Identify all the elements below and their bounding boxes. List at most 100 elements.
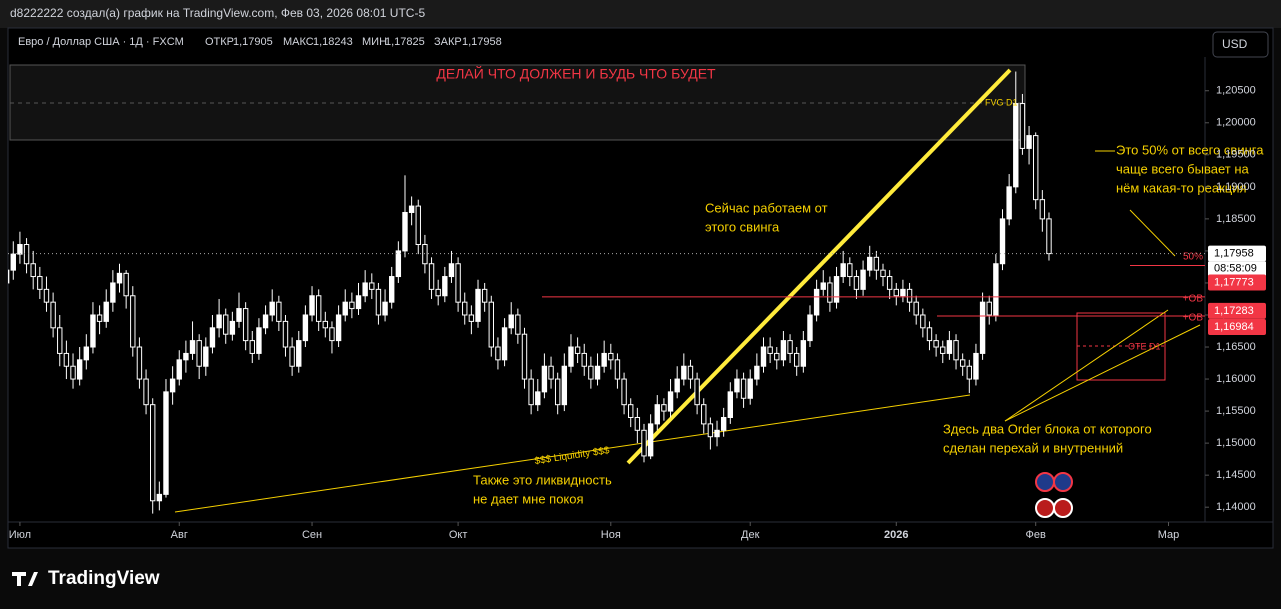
candle-body <box>130 295 136 348</box>
candle-body <box>979 301 986 354</box>
low-value: 1,17825 <box>385 36 425 48</box>
candle-body <box>548 365 554 380</box>
y-tick-label: 1,15500 <box>1216 405 1256 417</box>
us-event[interactable] <box>1053 498 1073 518</box>
legend: Евро / Доллар США · 1Д · FXCM ОТКР 1,179… <box>18 36 502 48</box>
fifty-note: Это 50% от всего свинга <box>1116 142 1264 157</box>
candle-body <box>37 276 43 290</box>
y-tick-label: 1,18500 <box>1216 213 1256 225</box>
open-value: 1,17905 <box>233 36 273 48</box>
candle-body <box>375 288 382 316</box>
candle-body <box>136 346 143 380</box>
ote-tag: OTE D1 <box>1128 341 1161 351</box>
candle-body <box>17 244 23 255</box>
candle-body <box>966 365 973 380</box>
candle-body <box>906 288 913 303</box>
candle-body <box>249 340 255 354</box>
candle-body <box>402 211 408 252</box>
candle-body <box>535 391 541 406</box>
candle-body <box>309 295 315 316</box>
currency-label: USD <box>1222 37 1248 51</box>
candle-body <box>641 429 647 457</box>
y-tick-label: 1,19000 <box>1216 181 1256 193</box>
high-value: 1,18243 <box>313 36 353 48</box>
candle-body <box>986 301 992 316</box>
candle-body <box>362 282 368 297</box>
ob-note: Здесь два Order блока от которого <box>943 421 1152 436</box>
candle-body <box>667 391 674 412</box>
candle-body <box>647 423 654 457</box>
candle-body <box>315 295 322 322</box>
candle-body <box>123 272 129 297</box>
candle-body <box>169 378 176 393</box>
candle-body <box>628 404 634 418</box>
candle-body <box>262 314 269 329</box>
x-tick-label: Окт <box>449 529 468 541</box>
candle-body <box>8 269 10 284</box>
candle-body <box>594 365 601 380</box>
currency-button[interactable] <box>1212 31 1269 58</box>
y-tick-label: 1,16500 <box>1216 341 1256 353</box>
candle-body <box>634 416 641 431</box>
candle-body <box>96 314 103 322</box>
eu-event[interactable] <box>1035 472 1055 492</box>
x-tick-label: Мар <box>1158 529 1180 541</box>
candle-body <box>322 320 329 329</box>
candle-body <box>920 314 926 329</box>
candle-body <box>57 327 63 354</box>
fifty-tag: 50% <box>1183 252 1203 263</box>
candle-body <box>143 378 149 406</box>
candle-body <box>720 416 727 431</box>
price-label-box <box>1208 245 1266 262</box>
candle-body <box>707 423 714 438</box>
event-icons <box>1035 472 1073 518</box>
x-tick-label: Фев <box>1026 529 1046 541</box>
candle-body <box>242 308 249 342</box>
swing-note: этого свинга <box>705 219 780 234</box>
open-label: ОТКР <box>205 36 234 48</box>
candle-body <box>149 404 156 502</box>
candle-body <box>833 276 840 303</box>
price-label: 1,17958 <box>1214 248 1254 260</box>
candle-body <box>740 378 747 399</box>
candle-body <box>561 365 568 406</box>
symbol: Евро / Доллар США · 1Д · FXCM <box>18 36 184 48</box>
candle-body <box>110 282 116 303</box>
candle-body <box>216 314 222 329</box>
candle-body <box>176 359 182 380</box>
candle-body <box>50 301 56 329</box>
candle-body <box>116 272 123 284</box>
candle-body <box>455 263 461 303</box>
x-tick-label: 2026 <box>884 529 908 541</box>
candle-body <box>654 404 660 425</box>
candle-body <box>209 327 216 348</box>
candle-body <box>10 253 16 271</box>
ob-pointer-2 <box>1004 324 1201 422</box>
candle-body <box>83 346 90 361</box>
drawings <box>9 64 1201 513</box>
candle-body <box>76 359 83 380</box>
candle-body <box>681 365 687 380</box>
candle-body <box>475 288 481 322</box>
candle-body <box>913 301 919 316</box>
candle-body <box>515 314 521 335</box>
brand-name: TradingView <box>48 568 160 589</box>
candle-body <box>999 218 1006 265</box>
price-label-box <box>1208 302 1266 319</box>
candle-body <box>1046 218 1052 255</box>
brand-logo <box>12 572 38 586</box>
candle-body <box>973 352 979 380</box>
eu-event[interactable] <box>1053 472 1073 492</box>
y-tick-label: 1,20000 <box>1216 117 1256 129</box>
high-label: МАКС <box>283 36 314 48</box>
candle-body <box>900 288 906 297</box>
candle-body <box>448 263 455 278</box>
liquidity-note: не дает мне покоя <box>473 491 584 506</box>
candle-body <box>727 391 734 418</box>
candle-body <box>926 327 933 342</box>
candle-body <box>395 250 402 278</box>
candle-body <box>886 276 893 290</box>
candle-body <box>63 352 70 367</box>
us-event[interactable] <box>1035 498 1055 518</box>
